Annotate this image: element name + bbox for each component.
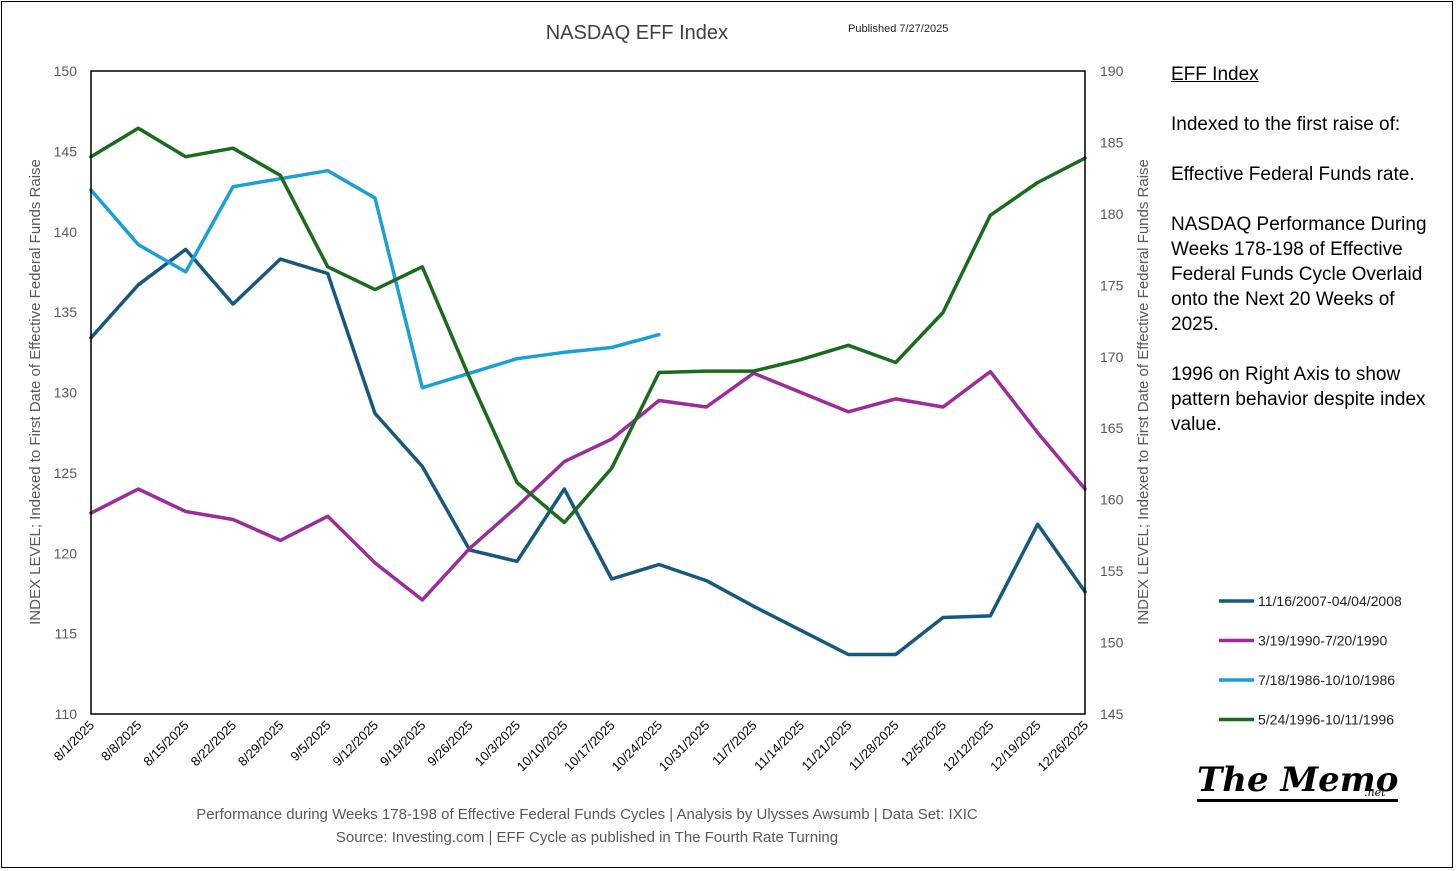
x-tick-label: 8/8/2025: [98, 718, 144, 764]
x-tick-label: 8/1/2025: [51, 718, 97, 764]
side-note: EFF Index Indexed to the first raise of:…: [1171, 62, 1441, 462]
x-tick-label: 11/14/2025: [751, 718, 807, 774]
y-tick-right: 165: [1100, 420, 1124, 436]
published-date: Published 7/27/2025: [848, 23, 948, 35]
y-tick-right: 150: [1100, 635, 1124, 651]
y-tick-left: 145: [54, 143, 78, 159]
y-axis-label-left: INDEX LEVEL; Indexed to First Date of Ef…: [27, 159, 44, 625]
chart-title: NASDAQ EFF Index: [546, 22, 728, 44]
side-note-p2: Effective Federal Funds rate.: [1171, 164, 1415, 185]
y-tick-left: 110: [55, 706, 78, 722]
legend: 11/16/2007-04/04/2008 3/19/1990-7/20/1990…: [1219, 593, 1402, 728]
brand-logo: The Memo: [1197, 760, 1399, 802]
x-tick-label: 11/28/2025: [846, 718, 902, 774]
legend-label: 11/16/2007-04/04/2008: [1258, 593, 1402, 609]
legend-label: 7/18/1986-10/10/1986: [1258, 672, 1395, 688]
series-line-3: [89, 168, 661, 390]
x-tick-label: 10/31/2025: [656, 718, 713, 775]
y-tick-right: 180: [1100, 206, 1124, 222]
y-tick-left: 115: [55, 626, 78, 642]
x-tick-label: 9/12/2025: [330, 718, 382, 770]
brand-suffix: .net: [1364, 786, 1386, 799]
y-tick-left: 150: [54, 63, 78, 79]
footer-line-1: Performance during Weeks 178-198 of Effe…: [196, 806, 978, 823]
side-note-heading: EFF Index: [1171, 64, 1259, 85]
x-tick-label: 8/22/2025: [188, 718, 240, 770]
y-tick-right: 155: [1100, 563, 1124, 579]
side-note-p1: Indexed to the first raise of:: [1171, 114, 1401, 135]
x-tick-label: 11/21/2025: [799, 718, 855, 774]
y-tick-left: 125: [54, 465, 78, 481]
side-note-p4: 1996 on Right Axis to show pattern behav…: [1171, 364, 1426, 435]
y-tick-right: 185: [1100, 134, 1124, 150]
y-tick-left: 120: [54, 545, 78, 561]
legend-label: 3/19/1990-7/20/1990: [1258, 633, 1387, 649]
side-note-p3: NASDAQ Performance During Weeks 178-198 …: [1171, 214, 1427, 335]
plot-area: [90, 70, 1086, 715]
legend-label: 5/24/1996-10/11/1996: [1258, 712, 1394, 728]
y-tick-right: 170: [1100, 349, 1124, 365]
y-tick-right: 160: [1100, 492, 1124, 508]
y-axis-label-right: INDEX LEVEL; Indexed to First Date of Ef…: [1135, 159, 1152, 625]
x-tick-label: 8/15/2025: [140, 718, 192, 770]
series-line-4: [89, 126, 1087, 525]
x-tick-label: 9/26/2025: [424, 718, 476, 770]
y-tick-right: 175: [1100, 277, 1124, 293]
x-tick-label: 8/29/2025: [235, 718, 287, 770]
series-line-1: [89, 247, 1087, 657]
y-tick-left: 130: [54, 385, 78, 401]
y-tick-left: 140: [54, 224, 78, 240]
footer-line-2: Source: Investing.com | EFF Cycle as pub…: [336, 829, 838, 846]
x-tick-label: 12/26/2025: [1034, 718, 1091, 775]
x-tick-label: 9/19/2025: [377, 718, 429, 770]
y-tick-left: 135: [54, 304, 78, 320]
x-tick-label: 9/5/2025: [287, 718, 333, 764]
y-tick-right: 190: [1100, 63, 1124, 79]
y-tick-right: 145: [1100, 706, 1124, 722]
series-line-2: [89, 369, 1087, 602]
